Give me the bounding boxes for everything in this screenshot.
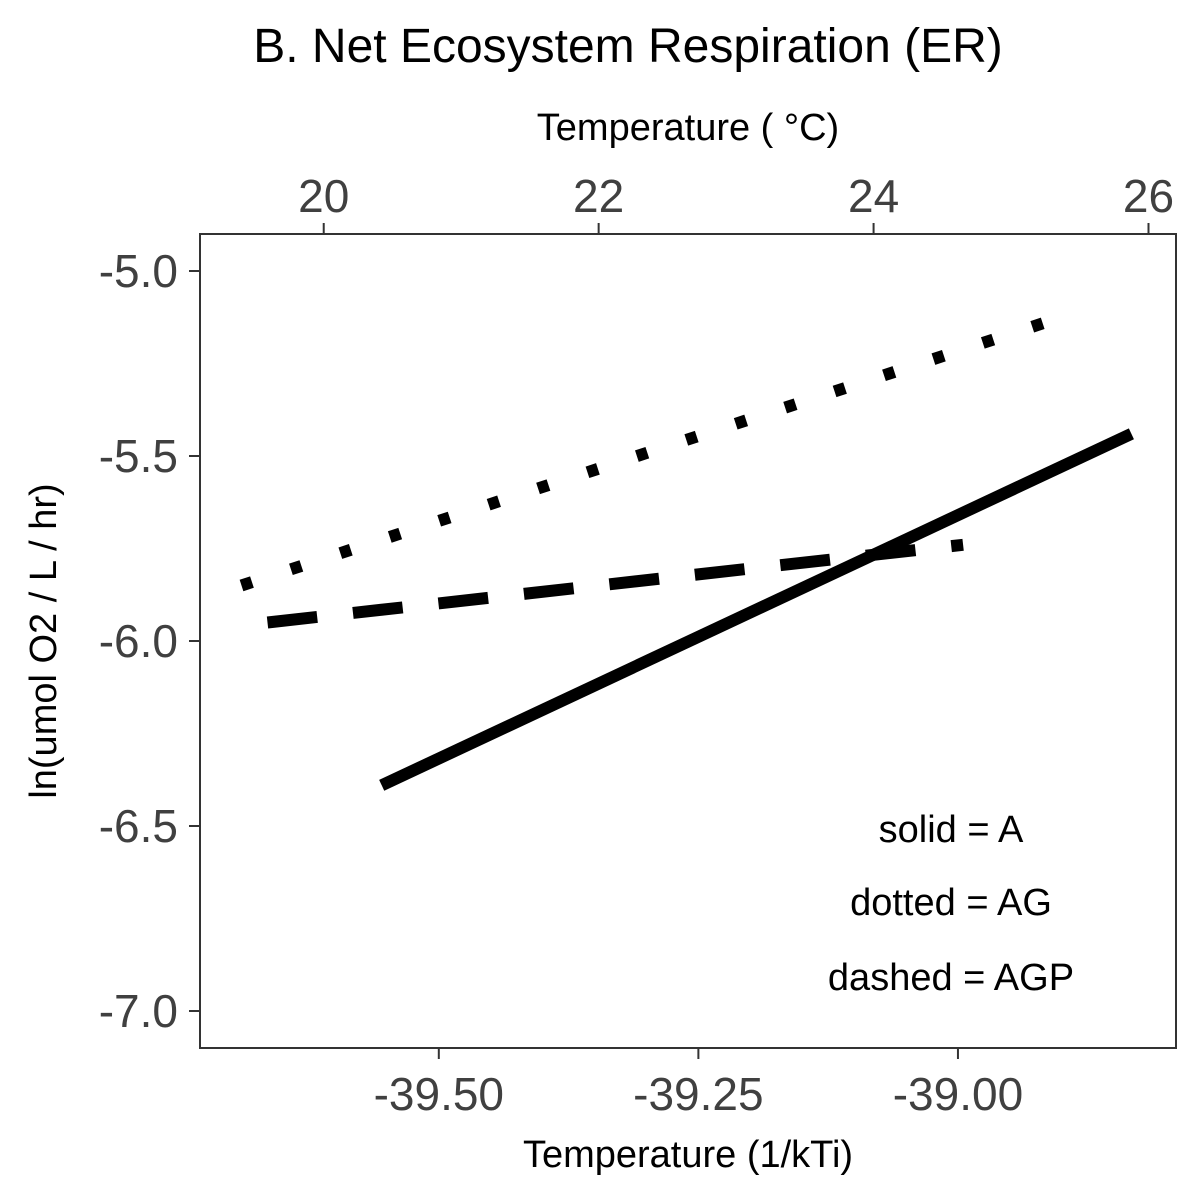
top-tick-label: 26 (1123, 170, 1174, 222)
annotation-label: dotted = AG (850, 882, 1052, 924)
annotation-label: dashed = AGP (828, 957, 1074, 999)
x-axis: -39.50 -39.25 -39.00 (374, 1048, 1023, 1120)
series-layer (239, 309, 1134, 791)
x-axis-title: Temperature (1/kTi) (523, 1134, 853, 1176)
top-tick-label: 22 (573, 170, 624, 222)
top-axis: 20 22 24 26 (298, 170, 1174, 234)
x-tick-label: -39.00 (893, 1068, 1023, 1120)
y-tick-label: -5.5 (99, 430, 178, 482)
annotation-label: solid = A (879, 809, 1024, 851)
top-tick-label: 20 (298, 170, 349, 222)
chart-title: B. Net Ecosystem Respiration (ER) (253, 20, 1003, 73)
x-tick-label: -39.25 (633, 1068, 763, 1120)
y-tick-label: -6.5 (99, 800, 178, 852)
plot-panel (199, 233, 1177, 1049)
series-line-solid (379, 428, 1134, 791)
series-line-dotted (239, 309, 1069, 592)
series-line-dashed (266, 538, 964, 629)
y-axis: -5.0 -5.5 -6.0 -6.5 -7.0 (99, 245, 200, 1037)
y-axis-title: ln(umol O2 / L / hr) (23, 483, 65, 798)
y-tick-label: -6.0 (99, 615, 178, 667)
x-tick-label: -39.50 (374, 1068, 504, 1120)
top-tick-label: 24 (848, 170, 899, 222)
y-tick-label: -5.0 (99, 245, 178, 297)
annotation-layer: solid = A dotted = AG dashed = AGP (828, 809, 1074, 999)
y-tick-label: -7.0 (99, 985, 178, 1037)
top-axis-title: Temperature ( °C) (537, 107, 839, 149)
